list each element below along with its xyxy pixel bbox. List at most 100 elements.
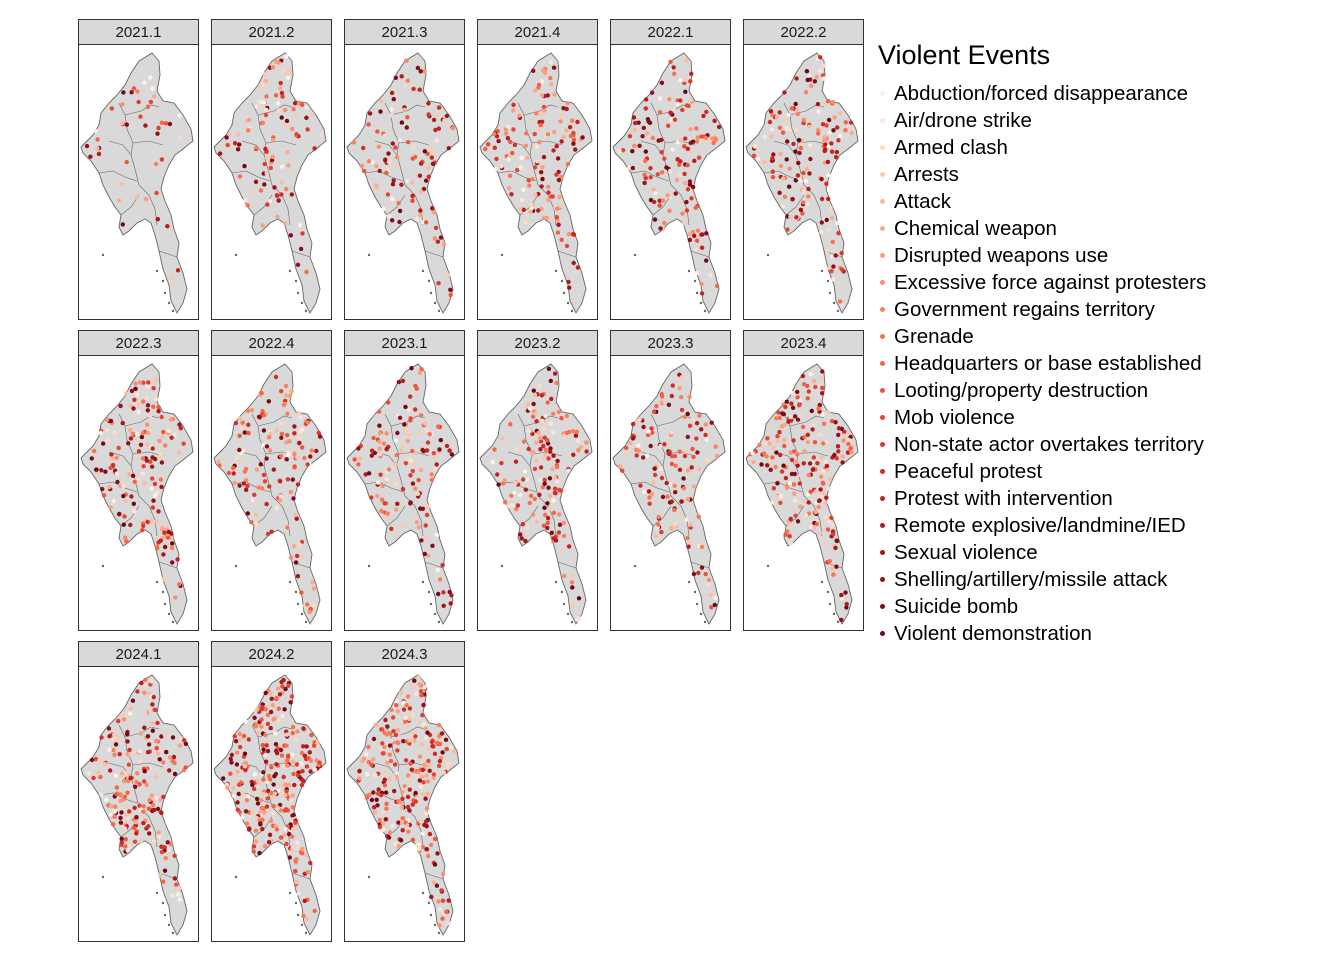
event-point — [112, 814, 117, 820]
event-point — [170, 560, 175, 565]
event-point — [678, 138, 684, 143]
region-border — [265, 762, 297, 768]
event-point — [669, 117, 674, 122]
event-point — [844, 601, 849, 607]
event-point — [805, 202, 810, 207]
event-point — [263, 112, 269, 118]
event-point — [84, 143, 90, 149]
event-point — [257, 850, 262, 856]
event-point — [176, 892, 181, 897]
event-point — [801, 382, 807, 387]
event-point — [665, 494, 670, 499]
event-point — [684, 208, 690, 213]
myanmar-map — [346, 363, 460, 625]
event-point — [630, 436, 636, 441]
event-point — [393, 732, 398, 738]
event-point — [244, 478, 249, 483]
event-point — [778, 151, 783, 156]
event-point — [829, 149, 835, 154]
event-point — [844, 605, 849, 610]
event-point — [425, 791, 431, 796]
event-point — [227, 132, 232, 137]
event-point — [135, 89, 140, 94]
event-point — [684, 103, 690, 108]
event-point — [279, 431, 285, 436]
event-point — [89, 757, 95, 763]
event-point — [670, 383, 675, 388]
legend-items: Abduction/forced disappearance Air/drone … — [878, 80, 1338, 647]
event-point — [284, 54, 289, 59]
event-point — [246, 117, 252, 123]
event-point — [297, 222, 303, 228]
event-point — [294, 132, 299, 137]
event-point — [429, 472, 434, 477]
event-point — [784, 485, 790, 490]
event-point — [369, 797, 375, 803]
event-point — [833, 155, 839, 160]
myanmar-map — [745, 363, 859, 625]
event-point — [112, 430, 117, 435]
event-point — [519, 197, 525, 203]
event-point — [437, 447, 442, 452]
event-point — [274, 695, 279, 701]
event-point — [315, 740, 320, 745]
event-point — [802, 449, 807, 454]
region-border — [98, 792, 138, 804]
country-outline — [346, 674, 460, 936]
event-point — [520, 522, 525, 527]
event-point — [294, 112, 299, 117]
event-point — [571, 603, 576, 609]
island — [234, 875, 238, 879]
legend-label: Chemical weapon — [894, 217, 1057, 240]
event-point — [794, 215, 799, 220]
event-point — [386, 159, 392, 164]
event-point — [424, 773, 429, 778]
event-point — [116, 198, 122, 203]
event-point — [374, 722, 379, 727]
region-border — [785, 194, 805, 216]
event-point — [825, 159, 831, 165]
event-point — [673, 521, 678, 526]
event-point — [290, 759, 296, 765]
event-point — [432, 751, 438, 756]
event-point — [397, 219, 402, 225]
event-point — [524, 477, 529, 482]
event-point — [251, 849, 256, 854]
event-point — [821, 63, 827, 68]
event-point — [677, 172, 682, 177]
event-point — [828, 205, 833, 211]
region-border — [424, 250, 444, 258]
event-point — [246, 128, 251, 133]
event-point — [378, 747, 383, 752]
region-border — [124, 415, 160, 427]
event-point — [290, 846, 296, 851]
event-point — [685, 497, 690, 502]
event-point — [429, 894, 434, 900]
event-point — [137, 749, 142, 754]
event-point — [170, 758, 175, 764]
region-border — [364, 481, 404, 493]
event-point — [573, 433, 579, 438]
event-point — [299, 590, 304, 595]
legend-label: Peaceful protest — [894, 460, 1043, 483]
event-point — [147, 797, 152, 803]
event-point — [620, 468, 625, 473]
event-point — [116, 735, 121, 740]
event-point — [836, 449, 841, 454]
event-point — [285, 763, 290, 768]
event-point — [767, 119, 773, 125]
event-point — [121, 522, 126, 527]
event-point — [441, 242, 447, 247]
event-point — [388, 731, 393, 736]
event-point — [150, 476, 155, 481]
event-point — [805, 396, 810, 401]
event-point — [774, 450, 779, 455]
event-point — [523, 487, 528, 492]
event-point — [656, 514, 661, 520]
event-point — [824, 495, 829, 500]
region-border — [231, 170, 271, 182]
facet-strip-label: 2024.1 — [78, 641, 199, 667]
island — [167, 301, 171, 305]
event-point — [536, 174, 541, 180]
event-point — [449, 593, 454, 598]
